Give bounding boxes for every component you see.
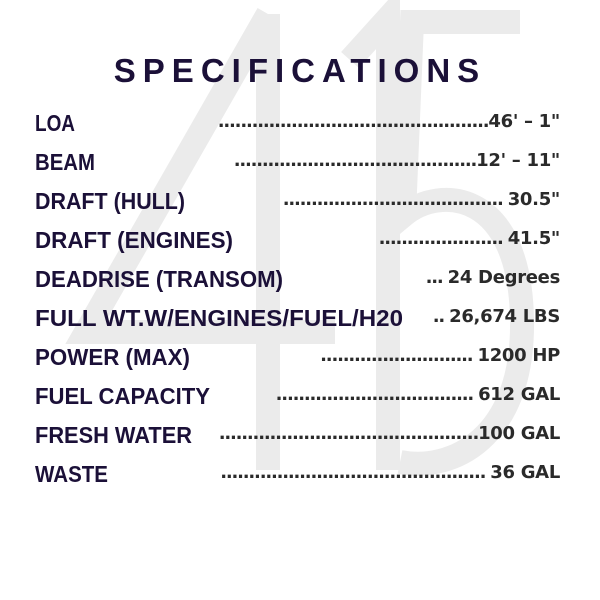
spec-value-group: ........................................… (233, 149, 561, 173)
spec-row: FRESH WATER.............................… (35, 420, 560, 450)
watermark-digit-1 (341, 0, 400, 470)
spec-value-group: ........................................… (218, 422, 561, 446)
spec-label-box: FULL WT.W/ENGINES/FUEL/H20 (35, 305, 403, 331)
spec-label: DEADRISE (TRANSOM) (35, 266, 283, 292)
spec-value: 26,674 LBS (449, 306, 560, 327)
spec-value-group: ........................................… (217, 110, 561, 134)
dot-leader: ................................... (275, 384, 479, 405)
spec-row: BEAM....................................… (35, 147, 560, 177)
page-title: SPECIFICATIONS (113, 52, 487, 89)
spec-label-box: DRAFT (ENGINES) (35, 227, 233, 253)
dot-leader: ........................................… (220, 462, 491, 483)
spec-label-box: FUEL CAPACITY (35, 383, 210, 409)
spec-label: FRESH WATER (35, 422, 192, 448)
spec-label: FUEL CAPACITY (35, 383, 210, 409)
spec-value: 1200 HP (477, 345, 560, 366)
spec-value: 12' – 11" (476, 150, 560, 171)
spec-label: BEAM (35, 149, 95, 175)
spec-row: FUEL CAPACITY...........................… (35, 381, 560, 411)
spec-row: FULL WT.W/ENGINES/FUEL/H20.. 26,674 LBS (35, 303, 560, 333)
dot-leader: ... (425, 267, 448, 288)
spec-value-group: .. 26,674 LBS (432, 305, 561, 329)
spec-label: DRAFT (HULL) (35, 188, 185, 214)
dot-leader: ....................................... (282, 189, 508, 210)
dot-leader: ........................... (320, 345, 478, 366)
spec-row: WASTE...................................… (35, 459, 560, 489)
spec-value-group: ........................... 1200 HP (320, 344, 560, 368)
spec-row: LOA.....................................… (35, 108, 560, 138)
spec-label: POWER (MAX) (35, 344, 190, 370)
dot-leader: ........................................… (218, 423, 480, 444)
spec-value: 46' – 1" (488, 111, 560, 132)
spec-label: WASTE (35, 461, 108, 487)
spec-value-group: ....................................... … (282, 188, 561, 212)
dot-leader: ........................................… (217, 111, 490, 132)
spec-label-box: BEAM (35, 149, 95, 175)
spec-label-box: WASTE (35, 461, 108, 487)
spec-row: POWER (MAX)........................... 1… (35, 342, 560, 372)
watermark-digit-5 (390, 10, 535, 476)
spec-value: 612 GAL (478, 384, 560, 405)
spec-value-group: ...................... 41.5" (378, 227, 561, 251)
spec-row: DEADRISE (TRANSOM)... 24 Degrees (35, 264, 560, 294)
dot-leader: .. (432, 306, 450, 327)
spec-label: LOA (35, 110, 75, 136)
spec-value-group: ... 24 Degrees (425, 266, 561, 290)
spec-label-box: FRESH WATER (35, 422, 192, 448)
dot-leader: ...................... (378, 228, 508, 249)
spec-value: 24 Degrees (447, 267, 561, 288)
spec-value: 30.5" (507, 189, 561, 210)
spec-label-box: DEADRISE (TRANSOM) (35, 266, 283, 292)
spec-value-group: ........................................… (220, 461, 560, 485)
spec-label: FULL WT.W/ENGINES/FUEL/H20 (35, 305, 403, 331)
spec-label-box: POWER (MAX) (35, 344, 190, 370)
spec-value: 41.5" (507, 228, 561, 249)
spec-label: DRAFT (ENGINES) (35, 227, 233, 253)
watermark-digit-4 (65, 8, 335, 470)
spec-value-group: ................................... 612 … (275, 383, 561, 407)
dot-leader: ........................................… (233, 150, 478, 171)
spec-value: 100 GAL (478, 423, 560, 444)
spec-row: DRAFT (ENGINES)...................... 41… (35, 225, 560, 255)
spec-label-box: LOA (35, 110, 75, 136)
spec-value: 36 GAL (490, 462, 560, 483)
spec-row: DRAFT (HULL)............................… (35, 186, 560, 216)
spec-label-box: DRAFT (HULL) (35, 188, 185, 214)
